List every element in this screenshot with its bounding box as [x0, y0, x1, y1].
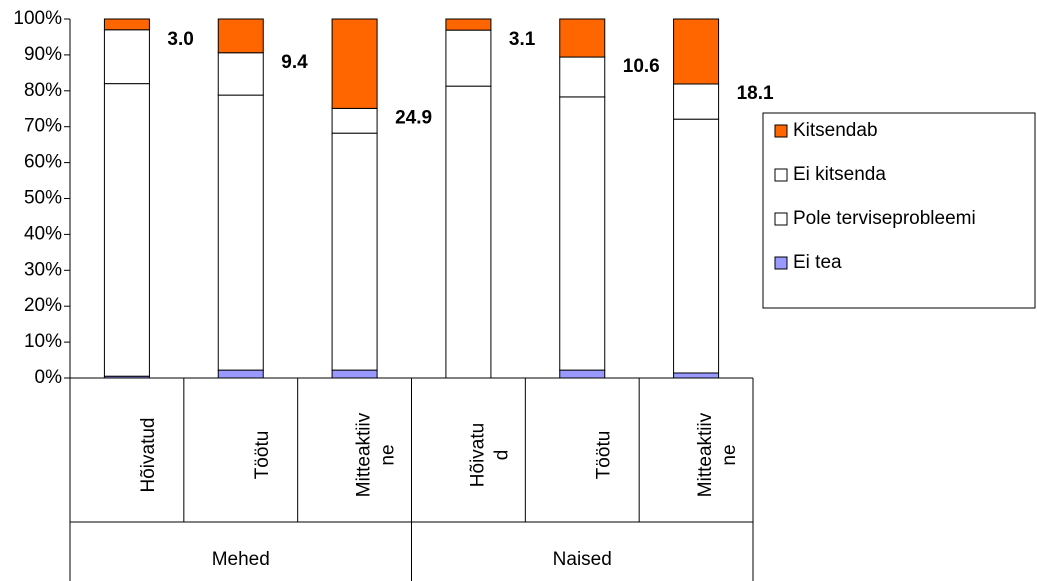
y-tick-label: 50%	[24, 188, 62, 209]
y-tick-label: 70%	[24, 116, 62, 137]
x-tick-label: Töötu	[593, 431, 614, 480]
y-tick-label: 90%	[24, 44, 62, 65]
x-tick-label: Mitteaktiiv ne	[695, 412, 740, 497]
value-label: 18.1	[737, 83, 774, 104]
bar-segment	[331, 107, 378, 134]
y-tick-label: 30%	[24, 259, 62, 280]
bar-segment	[331, 18, 378, 109]
bar-segment	[445, 29, 492, 87]
group-label: Naised	[553, 549, 612, 570]
bar-segment	[559, 56, 606, 98]
value-label: 9.4	[281, 52, 308, 73]
bar-segment	[445, 85, 492, 379]
legend-swatch	[774, 212, 788, 226]
bar-segment	[217, 94, 264, 371]
bar-segment	[559, 96, 606, 371]
bar-segment	[673, 118, 720, 374]
y-tick-label: 60%	[24, 152, 62, 173]
legend-swatch	[774, 256, 788, 270]
legend-label: Ei kitsenda	[793, 164, 886, 185]
y-tick-label: 100%	[13, 8, 62, 29]
bar-segment	[559, 369, 606, 379]
bar-segment	[673, 18, 720, 85]
bar-segment	[103, 83, 150, 377]
bar-segment	[331, 369, 378, 379]
legend-swatch	[774, 124, 788, 138]
bar-segment	[103, 29, 150, 85]
x-tick-label: Töötu	[252, 431, 273, 480]
x-tick-label: Mitteaktiiv ne	[354, 412, 399, 497]
legend-label: Kitsendab	[793, 120, 878, 141]
legend-box	[762, 112, 1036, 309]
bar-segment	[559, 18, 606, 58]
bar-segment	[103, 18, 150, 31]
bar-segment	[217, 18, 264, 54]
legend-label: Pole terviseprobleemi	[793, 208, 976, 229]
y-tick-label: 20%	[24, 295, 62, 316]
y-tick-label: 10%	[24, 331, 62, 352]
value-label: 3.0	[167, 29, 193, 50]
bar-segment	[217, 52, 264, 96]
legend-swatch	[774, 168, 788, 182]
x-tick-label: Hõivatud	[138, 418, 159, 493]
group-label: Mehed	[212, 549, 270, 570]
bar-segment	[217, 369, 264, 379]
bar-segment	[445, 18, 492, 31]
bar-segment	[673, 372, 720, 379]
value-label: 10.6	[623, 56, 660, 77]
legend-label: Ei tea	[793, 252, 842, 273]
y-tick-label: 40%	[24, 223, 62, 244]
bar-segment	[673, 83, 720, 120]
y-tick-label: 0%	[35, 367, 63, 388]
y-tick-label: 80%	[24, 80, 62, 101]
value-label: 3.1	[509, 29, 536, 50]
value-label: 24.9	[395, 107, 432, 128]
bar-segment	[331, 132, 378, 371]
